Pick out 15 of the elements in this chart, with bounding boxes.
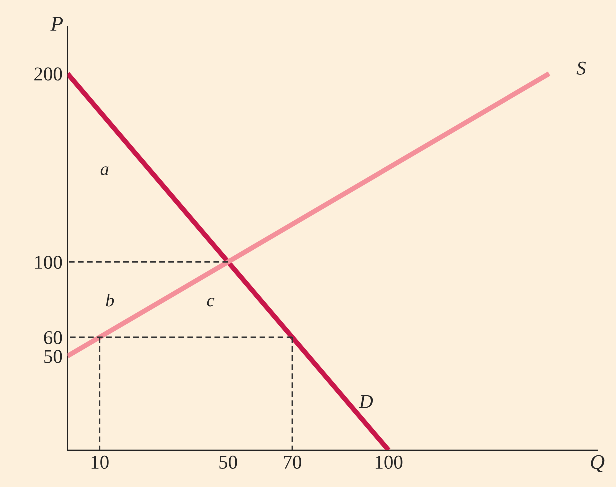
y-tick-label: 100 [35,256,62,270]
annotation: a [100,166,109,176]
x-tick-label: 100 [376,456,403,470]
y-tick-label: 50 [44,350,62,364]
y-axis-title: P [50,17,63,31]
x-tick-label: 70 [284,456,302,470]
series-label: D [359,395,374,408]
series-label: S [576,62,586,75]
y-tick-label: 60 [44,331,62,344]
x-tick-label: 10 [92,456,109,470]
x-axis-title: Q [591,455,605,473]
annotation: b [106,294,114,307]
x-tick-label: 50 [220,456,238,470]
y-tick-label: 200 [34,68,62,81]
annotation: c [207,298,215,307]
